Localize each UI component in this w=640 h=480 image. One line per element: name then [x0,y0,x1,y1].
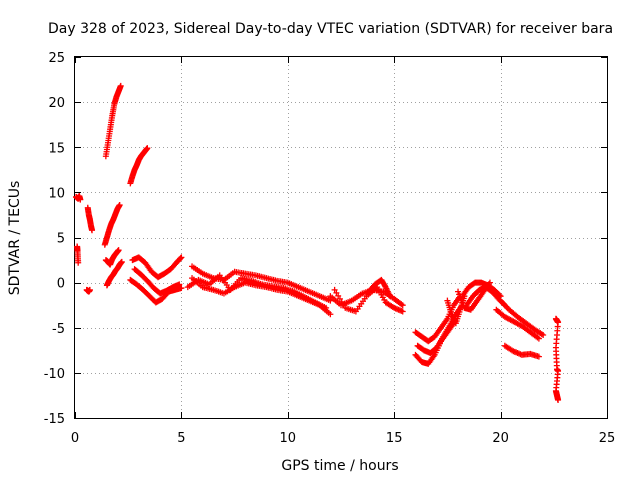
x-tick-label: 5 [177,431,185,446]
x-tick-label: 10 [280,431,297,446]
chart-title: Day 328 of 2023, Sidereal Day-to-day VTE… [48,21,613,37]
data-point [458,296,465,303]
y-tick-label: 10 [48,186,65,201]
data-point [176,281,183,288]
data-point [399,302,406,309]
y-tick-label: -10 [44,367,65,382]
data-points [73,82,562,403]
data-point [535,353,542,360]
data-point [486,279,493,286]
x-tick-label: 25 [599,431,616,446]
data-point [333,289,340,296]
data-point [338,298,345,305]
x-tick-label: 15 [386,431,403,446]
data-point [457,294,464,301]
grid [75,57,607,418]
data-point [399,308,406,315]
data-point [336,295,343,302]
data-point [327,311,334,318]
y-tick-label: 25 [48,51,65,66]
y-tick-label: 0 [57,277,65,292]
data-point [456,291,463,298]
data-point [459,299,466,306]
y-tick-label: 5 [57,232,65,247]
data-point [86,286,93,293]
data-point [455,288,462,295]
data-point [117,82,124,89]
data-point [323,304,330,311]
data-point [178,285,185,292]
x-tick-label: 20 [492,431,509,446]
plot-frame [74,56,608,419]
data-point [144,145,151,152]
data-point [116,202,123,209]
data-point [460,302,467,309]
data-point [75,259,82,266]
data-point [177,255,184,262]
axis-ticks [75,57,608,419]
data-point [115,247,122,254]
y-tick-label: 15 [48,141,65,156]
data-point [535,335,542,342]
data-point [540,331,547,338]
y-tick-label: -5 [52,322,65,337]
axis-tick-labels: 0 5 10 15 20 25 -15 -10 -5 0 5 10 15 20 25 [44,51,616,446]
x-tick-label: 0 [71,431,79,446]
data-point [335,292,342,299]
y-tick-label: 20 [48,96,65,111]
y-axis-title: SDTVAR / TECUs [7,181,23,296]
data-point [77,196,84,203]
x-axis-title: GPS time / hours [281,458,398,474]
data-point [178,254,185,261]
data-point [340,301,347,308]
y-tick-label: -15 [44,412,65,427]
data-point [89,227,96,234]
data-point [118,258,125,265]
data-point [331,286,338,293]
data-point [555,396,562,403]
data-point [386,293,393,300]
